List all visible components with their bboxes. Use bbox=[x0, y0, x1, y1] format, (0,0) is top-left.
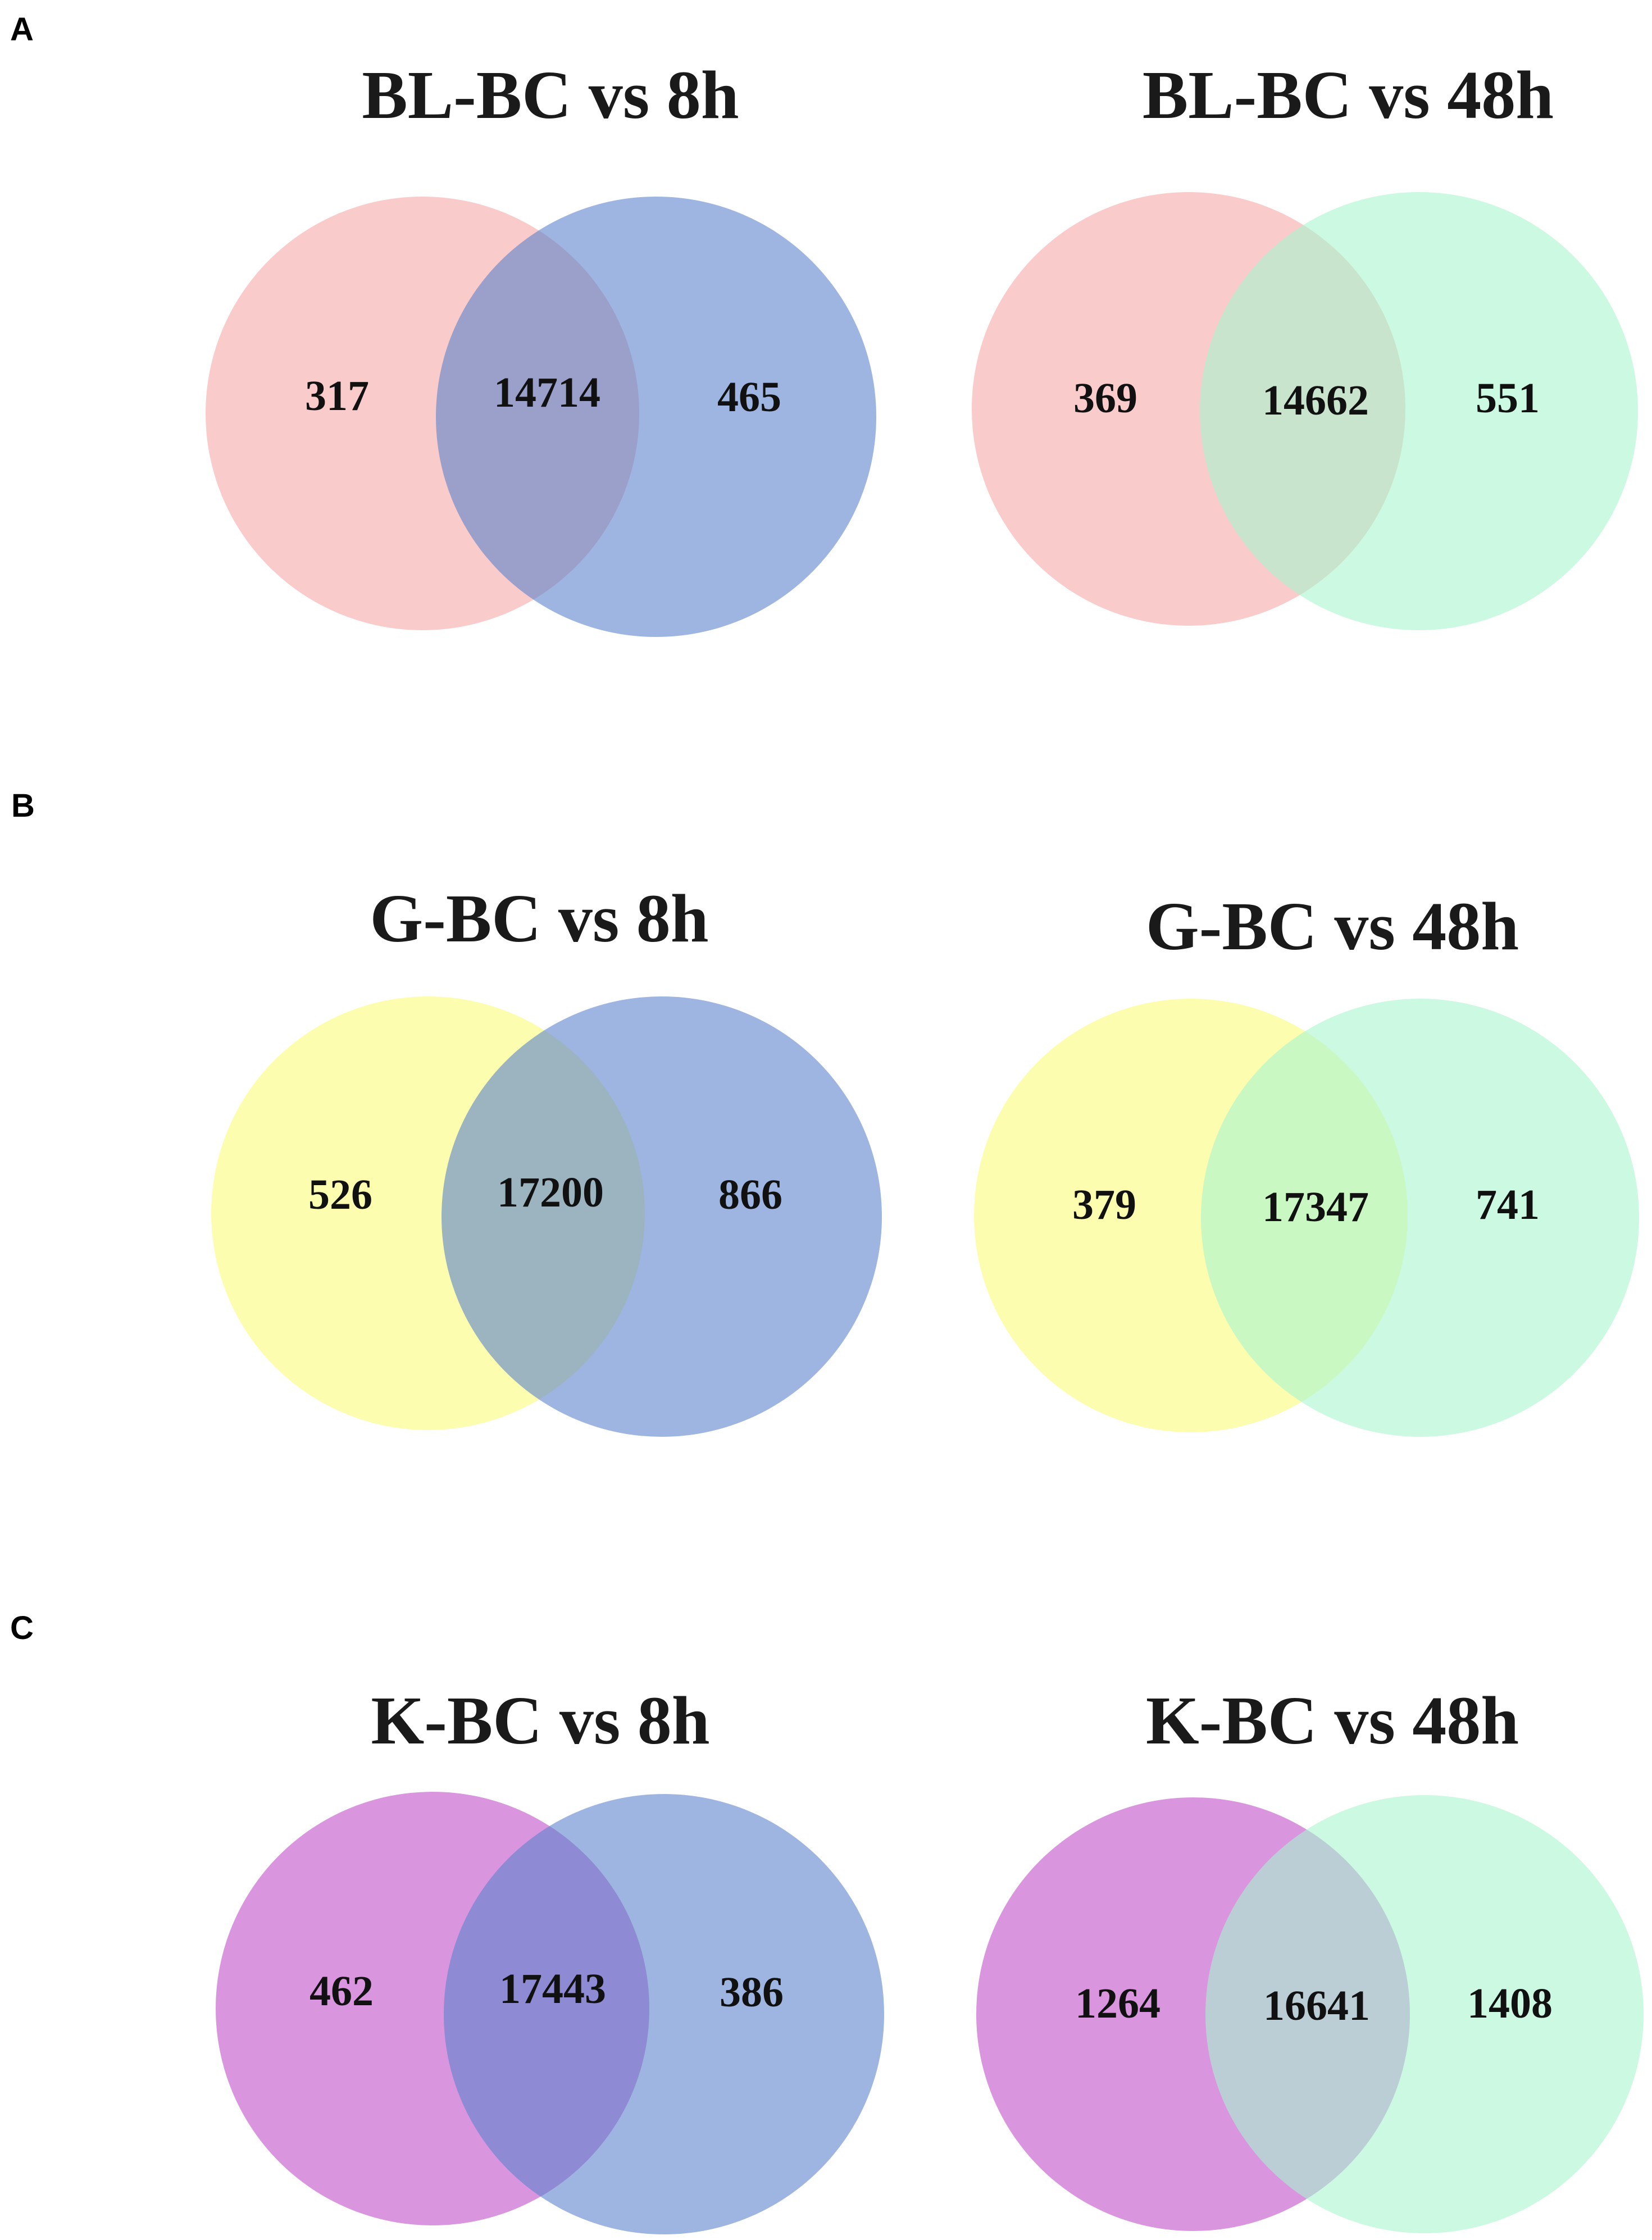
venn-circle-right bbox=[444, 1794, 884, 2234]
venn-diagram-a-right: BL-BC vs 48h 369 14662 551 bbox=[972, 57, 1638, 630]
count-right-only: 465 bbox=[717, 374, 781, 421]
venn-circle-right bbox=[436, 197, 876, 637]
panel-label-a: A bbox=[10, 11, 34, 48]
count-left-only: 379 bbox=[1072, 1181, 1136, 1228]
venn-diagram-c-right: K-BC vs 48h 1264 16641 1408 bbox=[976, 1683, 1644, 2233]
venn-diagram-c-left: K-BC vs 8h 462 17443 386 bbox=[216, 1683, 884, 2234]
venn-circle-right bbox=[442, 996, 882, 1437]
panel-label-b: B bbox=[11, 787, 35, 824]
venn-title: G-BC vs 8h bbox=[370, 881, 708, 957]
count-right-only: 1408 bbox=[1467, 1980, 1553, 2027]
venn-circle-right bbox=[1201, 999, 1639, 1437]
count-overlap: 14662 bbox=[1262, 377, 1369, 424]
count-overlap: 16641 bbox=[1263, 1982, 1370, 2029]
count-overlap: 17347 bbox=[1262, 1183, 1369, 1231]
count-overlap: 17443 bbox=[499, 1965, 606, 2013]
count-right-only: 386 bbox=[720, 1969, 784, 2016]
count-right-only: 741 bbox=[1476, 1181, 1540, 1228]
venn-title: K-BC vs 8h bbox=[371, 1683, 709, 1759]
venn-title: BL-BC vs 48h bbox=[1143, 57, 1554, 133]
count-left-only: 369 bbox=[1073, 375, 1137, 422]
count-overlap: 17200 bbox=[497, 1169, 604, 1216]
venn-diagram-a-left: BL-BC vs 8h 317 14714 465 bbox=[206, 57, 876, 637]
count-right-only: 866 bbox=[718, 1171, 782, 1218]
venn-title: G-BC vs 48h bbox=[1146, 889, 1519, 964]
count-right-only: 551 bbox=[1476, 375, 1540, 422]
venn-title: BL-BC vs 8h bbox=[362, 57, 739, 133]
venn-diagram-b-right: G-BC vs 48h 379 17347 741 bbox=[974, 889, 1639, 1437]
count-left-only: 462 bbox=[310, 1968, 374, 2015]
count-left-only: 1264 bbox=[1075, 1980, 1161, 2027]
venn-diagram-b-left: G-BC vs 8h 526 17200 866 bbox=[211, 881, 882, 1437]
venn-title: K-BC vs 48h bbox=[1146, 1683, 1519, 1759]
venn-circle-right bbox=[1205, 1795, 1644, 2233]
panel-label-c: C bbox=[10, 1610, 34, 1646]
count-left-only: 526 bbox=[308, 1171, 372, 1218]
count-overlap: 14714 bbox=[494, 369, 600, 416]
count-left-only: 317 bbox=[305, 372, 369, 420]
venn-circle-right bbox=[1200, 192, 1638, 630]
